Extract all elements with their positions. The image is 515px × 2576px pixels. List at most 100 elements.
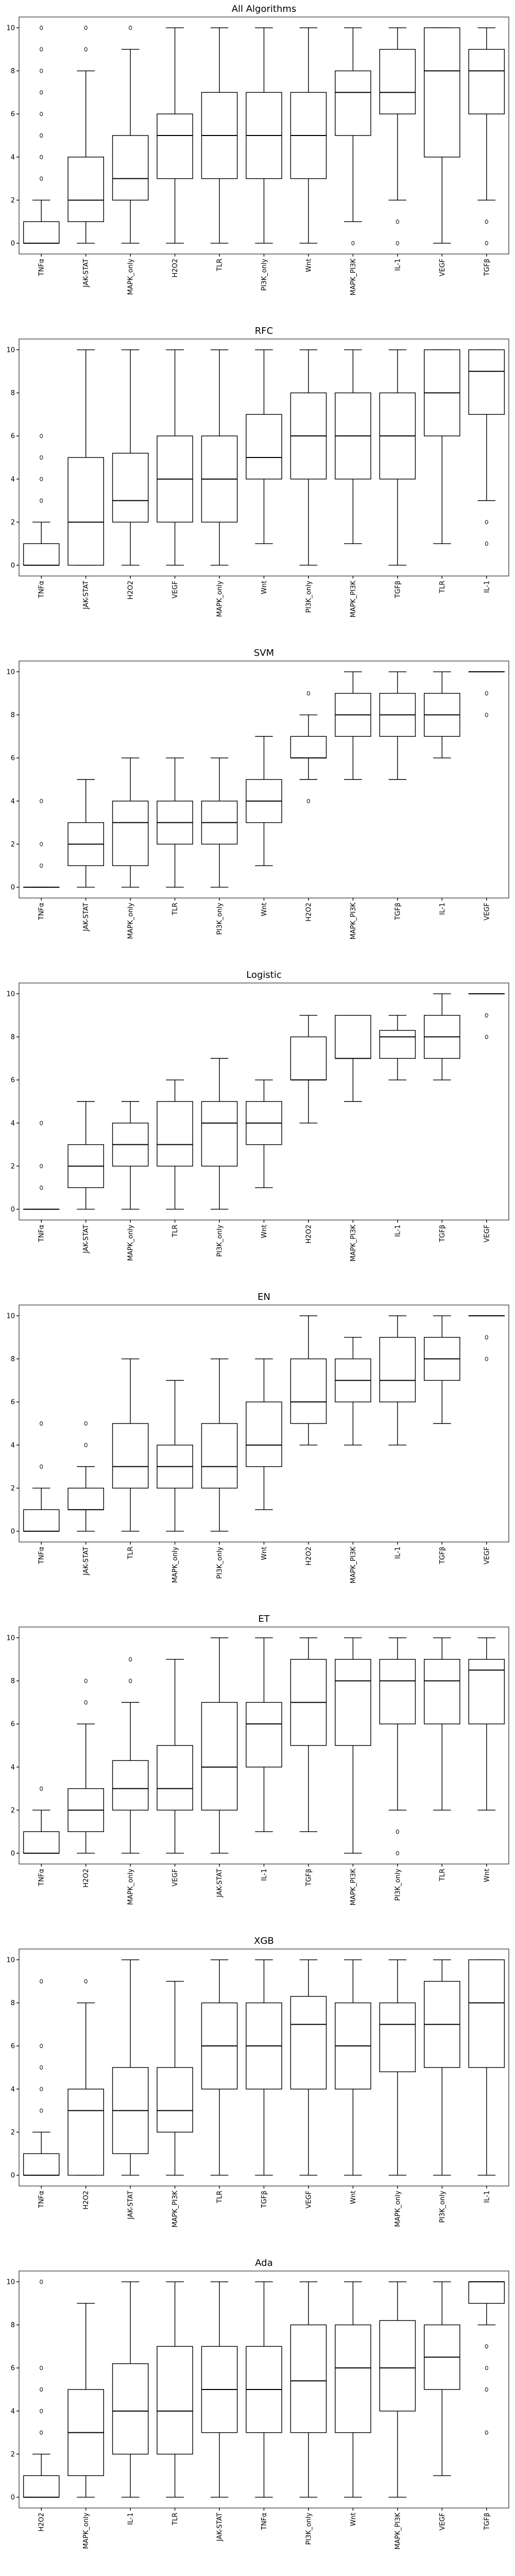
box-TLR	[424, 349, 460, 544]
box-TGFβ	[379, 671, 416, 780]
x-tick-label: TNFα	[261, 2513, 268, 2531]
box-MAPK_only	[379, 1959, 416, 2176]
box-MAPK_only	[112, 25, 149, 244]
box-Wnt	[246, 1358, 282, 1510]
x-tick-label: TNFα	[38, 259, 46, 277]
x-tick-label: VEGF	[171, 581, 179, 599]
y-tick-label: 8	[11, 1999, 15, 2007]
box-Wnt	[246, 736, 282, 866]
iqr-box	[23, 543, 60, 566]
outlier-point	[40, 2279, 43, 2284]
outlier-point	[40, 2044, 43, 2048]
box-IL-1	[379, 1315, 416, 1446]
iqr-box	[23, 1509, 60, 1532]
y-tick-label: 4	[11, 1120, 15, 1127]
box-MAPK_only	[112, 757, 149, 888]
iqr-box	[67, 1487, 104, 1510]
box-H2O2	[67, 1679, 104, 1854]
y-tick-label: 6	[11, 1721, 15, 1728]
box-MAPK_PI3K	[335, 1337, 371, 1446]
x-tick-label: TGFβ	[483, 2513, 491, 2531]
subplot-1: All Algorithms 0 2 4 6 8 10 TNFα JAK-STAT MAPK_on…	[6, 4, 509, 295]
box-JAK-STAT	[201, 1637, 238, 1854]
x-tick-label: VEGF	[483, 903, 491, 921]
x-tick-label: PI3K_only	[305, 2513, 313, 2545]
iqr-box	[290, 1996, 327, 2090]
x-tick-label: MAPK_only	[394, 2191, 402, 2227]
box-VEGF	[468, 993, 505, 1039]
iqr-box	[335, 2324, 371, 2433]
y-tick-label: 10	[6, 1956, 15, 1964]
axes-frame	[19, 660, 509, 899]
outlier-point	[485, 713, 488, 717]
y-tick-label: 0	[11, 240, 15, 248]
y-tick-label: 10	[6, 668, 15, 676]
outlier-point	[485, 1035, 488, 1039]
box-JAK-STAT	[67, 25, 104, 244]
x-tick-label: VEGF	[483, 1547, 491, 1565]
iqr-box	[335, 1659, 371, 1746]
y-tick-label: 2	[11, 2451, 15, 2459]
outlier-point	[84, 1679, 88, 1683]
y-tick-label: 4	[11, 1764, 15, 1771]
subplot-5: EN 0 2 4 6 8 10 TNFα JAK-STAT TLR MAPK_only PI3K_on…	[6, 1292, 509, 1583]
x-tick-label: MAPK_only	[171, 1547, 179, 1583]
box-PI3K_only	[201, 1058, 238, 1210]
outlier-point	[40, 1164, 43, 1168]
box-PI3K_only	[379, 1637, 416, 1856]
outlier-point	[40, 477, 43, 481]
box-TLR	[157, 1079, 193, 1210]
x-tick-label: MAPK_only	[127, 903, 135, 939]
y-tick-label: 4	[11, 1442, 15, 1449]
outlier-point	[396, 219, 399, 224]
box-TLR	[201, 27, 238, 244]
y-tick-label: 0	[11, 884, 15, 892]
x-tick-label: TLR	[171, 2513, 179, 2526]
box-H2O2	[157, 27, 193, 244]
iqr-box	[379, 1030, 416, 1059]
iqr-box	[379, 49, 416, 114]
box-IL-1	[246, 1637, 282, 1832]
box-PI3K_only	[201, 1358, 238, 1532]
y-tick-label: 6	[11, 111, 15, 118]
x-tick-label: IL-1	[394, 1225, 402, 1237]
box-Wnt	[246, 349, 282, 544]
iqr-box	[290, 2324, 327, 2433]
outlier-point	[485, 1357, 488, 1361]
iqr-box	[157, 113, 193, 179]
x-tick-label: Wnt	[261, 903, 268, 916]
iqr-box	[67, 157, 104, 222]
box-TGFβ	[424, 993, 460, 1080]
y-tick-label: 2	[11, 1485, 15, 1493]
y-tick-label: 4	[11, 476, 15, 483]
box-MAPK_PI3K	[335, 1015, 371, 1102]
subplot-2: RFC 0 2 4 6 8 10 TNFα JAK-STAT H2O2 VEGF MAPK_only W…	[6, 326, 509, 617]
x-tick-label: PI3K_only	[261, 259, 268, 291]
box-IL-1	[379, 1015, 416, 1080]
outlier-point	[485, 219, 488, 224]
outlier-point	[40, 799, 43, 803]
box-H2O2	[67, 1979, 104, 2176]
iqr-box	[379, 2002, 416, 2073]
box-TLR	[201, 1959, 238, 2176]
x-tick-label: H2O2	[305, 1547, 313, 1566]
x-tick-label: TLR	[439, 581, 447, 594]
x-tick-label: JAK-STAT	[82, 903, 90, 931]
box-TLR	[112, 1358, 149, 1532]
x-tick-label: IL-1	[394, 1547, 402, 1559]
x-tick-label: TNFα	[38, 2191, 46, 2209]
x-tick-label: TLR	[216, 259, 224, 272]
iqr-box	[290, 1036, 327, 1080]
x-tick-label: MAPK_only	[127, 259, 135, 295]
subplot-title: Ada	[255, 2258, 272, 2268]
outlier-point	[129, 1657, 132, 1662]
x-tick-label: TGFβ	[439, 1225, 447, 1243]
iqr-box	[468, 349, 505, 415]
box-MAPK_PI3K	[157, 1981, 193, 2176]
box-VEGF	[424, 27, 460, 244]
box-JAK-STAT	[67, 349, 104, 566]
y-tick-label: 4	[11, 2408, 15, 2415]
y-tick-label: 4	[11, 154, 15, 161]
outlier-point	[485, 2366, 488, 2370]
y-tick-label: 6	[11, 1399, 15, 1406]
